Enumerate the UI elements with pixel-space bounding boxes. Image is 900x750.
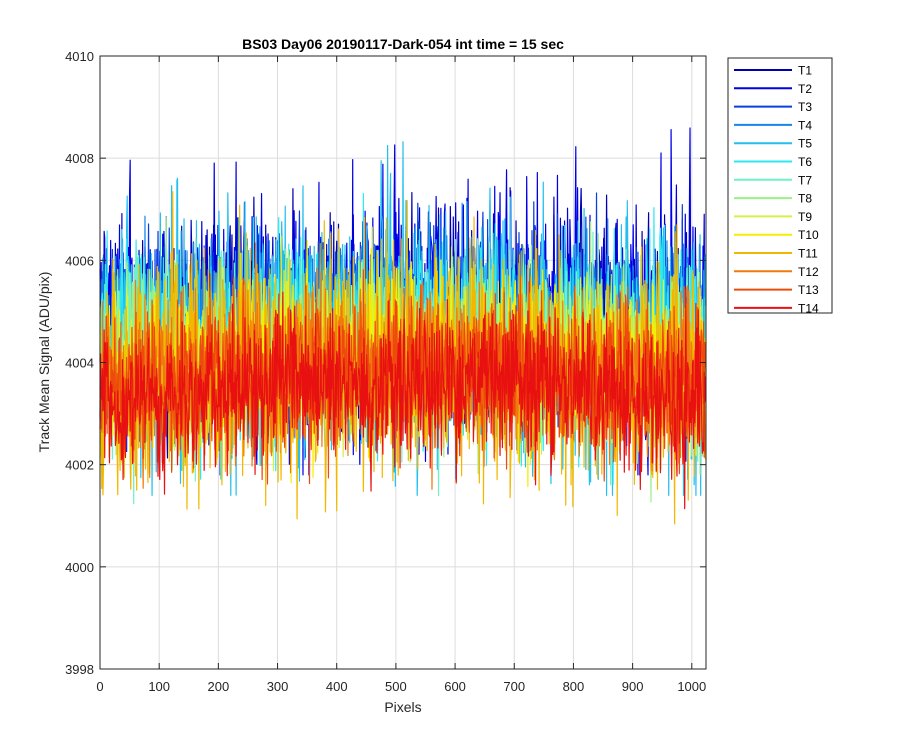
x-tick-label: 900 xyxy=(622,679,644,694)
legend-label-t12: T12 xyxy=(798,265,819,279)
x-tick-label: 400 xyxy=(326,679,348,694)
x-tick-label: 600 xyxy=(444,679,466,694)
legend-label-t11: T11 xyxy=(798,247,818,261)
y-axis-label: Track Mean Signal (ADU/pix) xyxy=(36,272,52,453)
legend-label-t2: T2 xyxy=(798,82,812,96)
series-layer xyxy=(99,127,707,525)
y-tick-label: 4008 xyxy=(65,151,94,166)
ticks: 0 100 200 300 400 500 600 700 800 900 1000 3998 4000… xyxy=(65,49,706,694)
x-tick-label: 0 xyxy=(96,679,103,694)
y-tick-label: 4004 xyxy=(65,356,94,371)
x-tick-label: 300 xyxy=(267,679,289,694)
y-tick-label: 4006 xyxy=(65,253,94,268)
y-tick-label: 4000 xyxy=(65,560,94,575)
x-tick-label: 500 xyxy=(385,679,407,694)
legend-label-t9: T9 xyxy=(798,210,812,224)
legend-label-t13: T13 xyxy=(798,283,819,297)
legend-label-t10: T10 xyxy=(798,228,819,242)
series-line-t14 xyxy=(99,287,707,510)
legend-label-t1: T1 xyxy=(798,64,812,78)
legend-label-t6: T6 xyxy=(798,155,812,169)
y-tick-label: 4002 xyxy=(65,458,94,473)
x-tick-label: 200 xyxy=(208,679,230,694)
y-tick-label: 4010 xyxy=(65,49,94,64)
series-line-t13 xyxy=(99,251,707,485)
legend-label-t8: T8 xyxy=(798,192,812,206)
x-tick-label: 800 xyxy=(563,679,585,694)
x-tick-label: 1000 xyxy=(677,679,706,694)
legend-label-t4: T4 xyxy=(798,118,812,132)
x-tick-label: 700 xyxy=(503,679,525,694)
x-tick-label: 100 xyxy=(148,679,170,694)
legend-label-t14: T14 xyxy=(798,301,819,315)
x-axis-label: Pixels xyxy=(384,699,421,715)
legend-label-t5: T5 xyxy=(798,137,812,151)
legend: T1 T2 T3 T4 T5 T6 T7 T8 T9 T10 T11 T12 T13 T14 xyxy=(727,57,833,315)
legend-label-t3: T3 xyxy=(798,100,812,114)
chart-title: BS03 Day06 20190117-Dark-054 int time = … xyxy=(242,36,564,52)
y-tick-label: 3998 xyxy=(65,662,94,677)
legend-label-t7: T7 xyxy=(798,173,812,187)
